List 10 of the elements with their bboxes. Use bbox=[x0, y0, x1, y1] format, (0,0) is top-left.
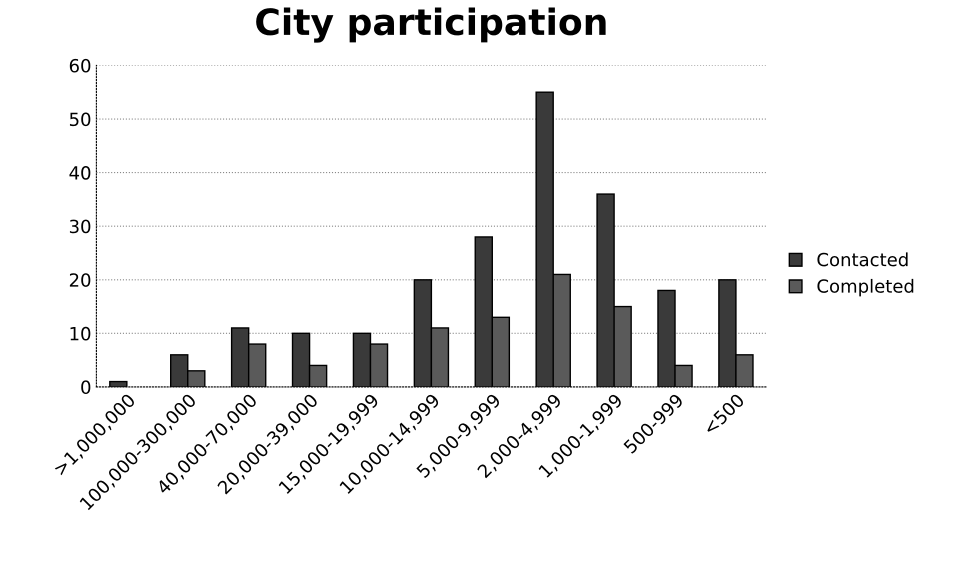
y-tick-label: 0 bbox=[81, 380, 90, 394]
y-tick-label: 30 bbox=[70, 220, 90, 234]
legend-label: Contacted bbox=[817, 252, 908, 266]
y-tick-label: 10 bbox=[70, 326, 90, 340]
y-tick-label: 20 bbox=[70, 273, 90, 287]
chart-title: City participation bbox=[256, 7, 606, 43]
y-tick-label: 50 bbox=[70, 112, 90, 126]
legend-label: Completed bbox=[817, 278, 914, 296]
y-tick-label: 40 bbox=[69, 166, 90, 180]
y-tick-label: 60 bbox=[70, 58, 90, 73]
